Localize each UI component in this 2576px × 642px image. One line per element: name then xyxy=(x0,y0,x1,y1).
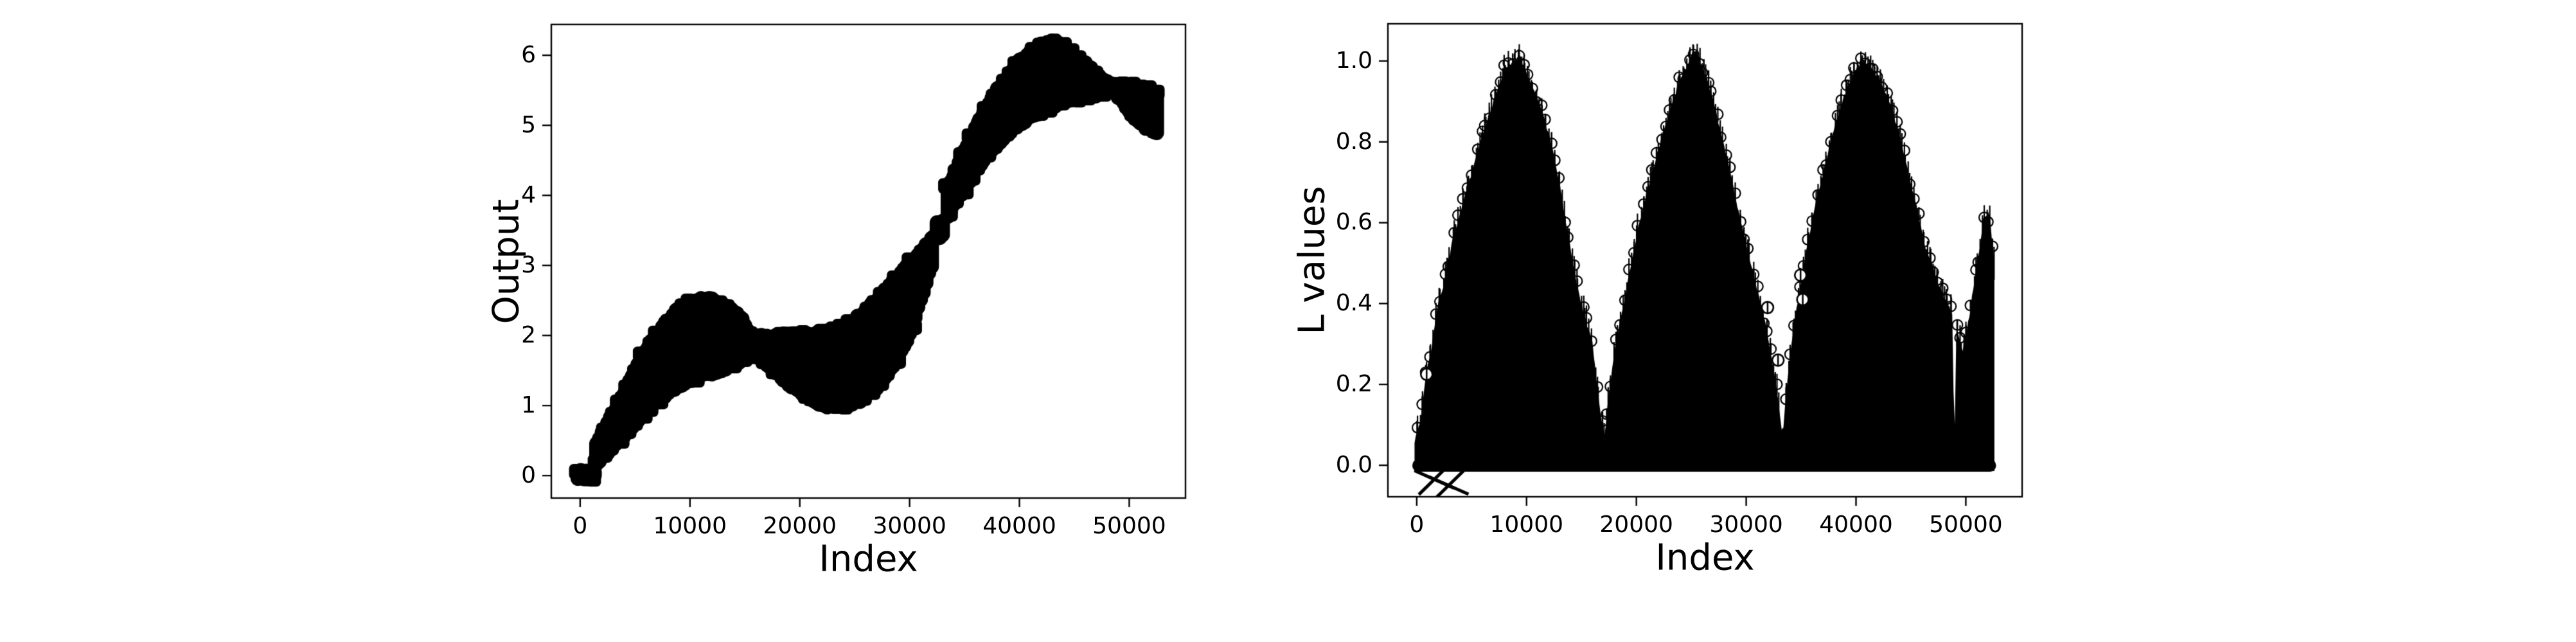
left-chart-x-tick-label: 20000 xyxy=(763,513,837,539)
left-chart-x-tick-label: 40000 xyxy=(982,513,1056,539)
right-chart-y-tick-label: 1.0 xyxy=(1335,47,1372,74)
left-chart-x-tick-label: 0 xyxy=(573,513,588,539)
right-chart-x-tick-label: 20000 xyxy=(1599,512,1673,538)
left-chart-y-tick-label: 5 xyxy=(521,111,536,138)
right-chart-x-tick-label: 0 xyxy=(1409,512,1425,538)
left-chart-x-axis-title: Index xyxy=(819,538,918,580)
left-chart-x-tick-label: 10000 xyxy=(653,513,727,539)
left-chart-y-tick-label: 2 xyxy=(521,322,536,349)
left-chart-y-tick-label: 4 xyxy=(521,182,536,209)
left-chart-x-tick-label: 50000 xyxy=(1092,513,1166,539)
right-chart-x-tick-label: 40000 xyxy=(1819,512,1893,538)
left-chart-y-tick-label: 3 xyxy=(521,252,536,279)
right-chart-y-tick-label: 0.0 xyxy=(1335,451,1372,478)
left-chart-x-tick-label: 30000 xyxy=(873,513,946,539)
right-chart-x-tick-label: 10000 xyxy=(1489,512,1564,538)
left-chart-y-tick-label: 0 xyxy=(521,462,536,489)
right-chart-x-tick-label: 30000 xyxy=(1709,512,1783,538)
right-chart-y-tick-label: 0.4 xyxy=(1335,290,1372,317)
right-chart-y-tick-label: 0.8 xyxy=(1335,128,1372,155)
right-chart-x-axis-title: Index xyxy=(1655,537,1755,579)
left-chart-y-tick-label: 6 xyxy=(521,41,536,68)
right-chart-y-tick-label: 0.2 xyxy=(1335,371,1372,398)
right-chart-x-tick-label: 50000 xyxy=(1929,512,2003,538)
left-chart-y-tick-label: 1 xyxy=(521,392,536,419)
right-chart-y-tick-label: 0.6 xyxy=(1335,209,1372,236)
